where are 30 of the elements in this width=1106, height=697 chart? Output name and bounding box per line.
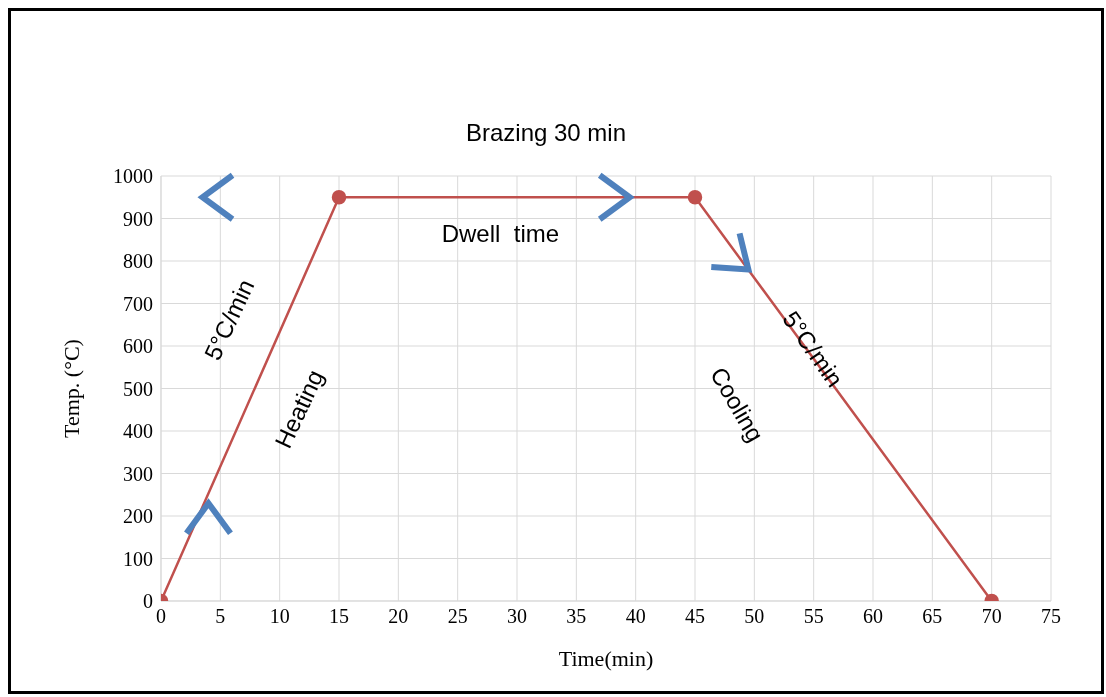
x-tick-label: 15: [329, 605, 349, 628]
x-axis-title: Time(min): [558, 646, 654, 671]
x-tick-label: 45: [685, 605, 705, 628]
x-tick-label: 10: [269, 605, 290, 628]
x-tick-label: 75: [1041, 605, 1061, 628]
x-tick-label: 25: [447, 605, 468, 628]
x-tick-label: 55: [803, 605, 824, 628]
x-tick-label: 35: [566, 605, 587, 628]
x-tick-label: 60: [863, 605, 883, 628]
y-tick-label: 800: [123, 250, 153, 273]
x-tick-label: 50: [744, 605, 765, 628]
y-tick-label: 900: [123, 207, 153, 230]
y-tick-label: 100: [123, 547, 153, 570]
y-tick-label: 500: [123, 377, 153, 400]
chart-title: Brazing 30 min: [465, 119, 627, 146]
y-axis-title: Temp. (°C): [58, 339, 84, 438]
y-tick-label: 600: [123, 335, 153, 358]
x-tick-label: 20: [388, 605, 409, 628]
x-tick-label: 70: [981, 605, 1002, 628]
annotation: Dwell time: [441, 219, 560, 247]
y-tick-label: 200: [123, 505, 153, 528]
x-tick-label: 65: [922, 605, 943, 628]
y-tick-label: 400: [123, 420, 153, 443]
y-tick-label: 0: [143, 590, 153, 613]
x-tick-label: 40: [625, 605, 646, 628]
y-tick-label: 1000: [113, 165, 153, 188]
x-tick-label: 30: [507, 605, 527, 628]
y-tick-label: 300: [123, 462, 153, 485]
y-tick-label: 700: [123, 292, 153, 315]
x-tick-label: 5: [215, 605, 226, 628]
